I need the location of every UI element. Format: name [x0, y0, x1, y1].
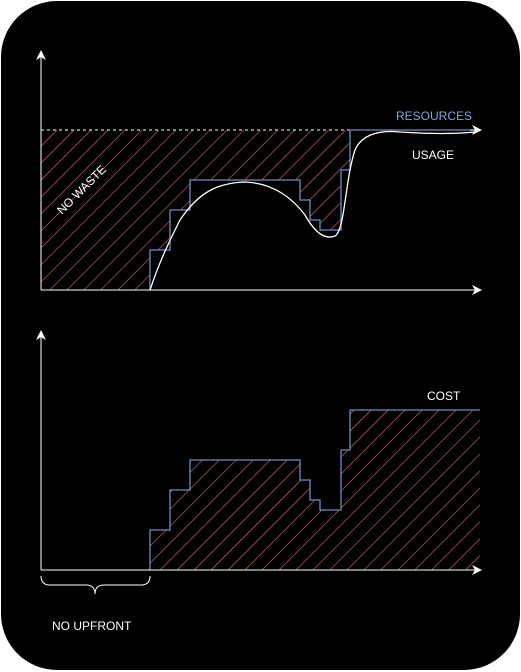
resources-label: RESOURCES [396, 109, 472, 123]
cost-step-line [149, 409, 480, 570]
cost-label: COST [427, 389, 461, 403]
bottom-chart: COST NO UPFRONT [36, 330, 482, 633]
usage-curve [149, 130, 476, 291]
usage-label: USAGE [412, 148, 454, 162]
top-chart: RESOURCES USAGE NO WASTE [36, 50, 482, 295]
no-upfront-label: NO UPFRONT [52, 619, 132, 633]
resources-step-line [149, 129, 480, 290]
no-waste-hatch-area [41, 130, 350, 290]
cost-hatch-area [150, 410, 480, 570]
no-upfront-brace [40, 575, 151, 595]
